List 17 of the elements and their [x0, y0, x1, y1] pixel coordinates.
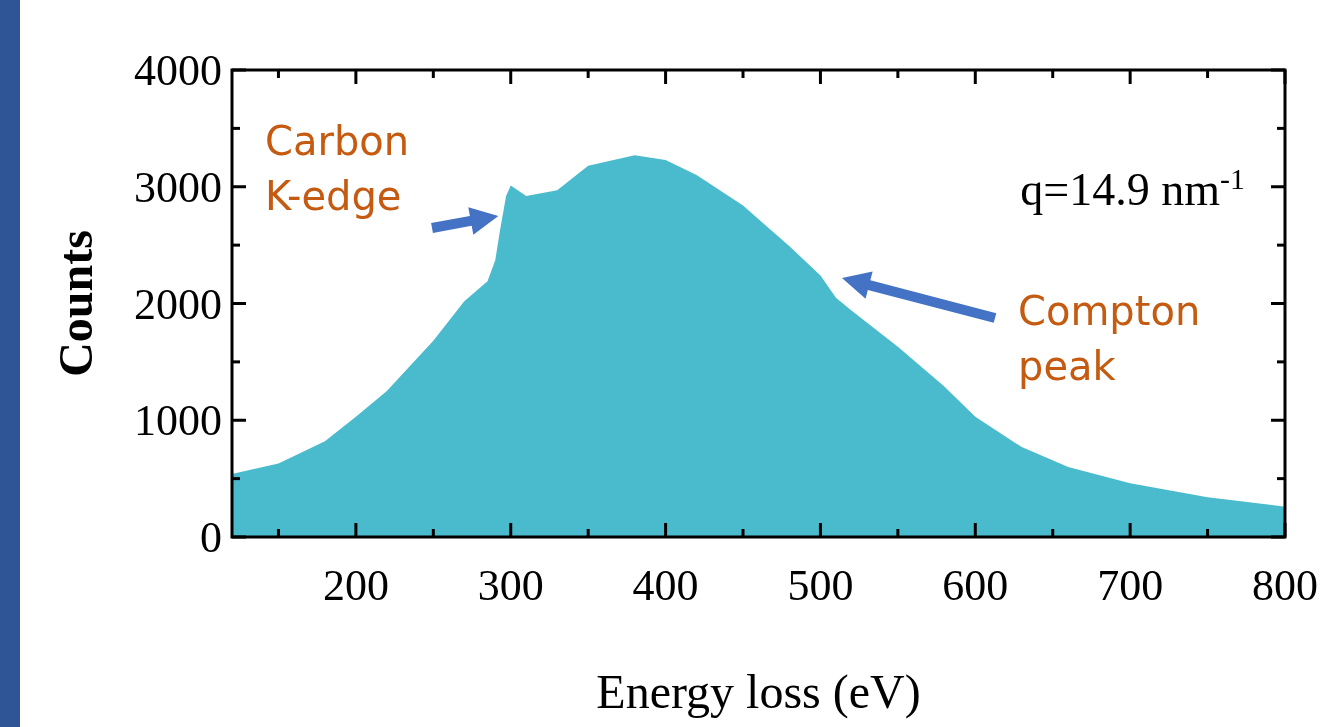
x-tick-label: 500	[787, 561, 854, 610]
x-tick-label: 200	[322, 561, 389, 610]
annotation: Compton peak	[1018, 288, 1201, 389]
y-tick-label: 2000	[134, 279, 222, 329]
y-tick-label: 3000	[134, 162, 222, 212]
x-axis-title: Energy loss (eV)	[596, 665, 921, 719]
y-tick-label: 1000	[134, 396, 222, 446]
y-axis-title: Counts	[49, 230, 102, 377]
annotation: q=14.9 nm$^{-1}$	[1020, 161, 1245, 215]
y-tick-label: 0	[200, 513, 222, 562]
annotation: Carbon K-edge	[265, 118, 410, 219]
x-tick-label: 600	[942, 561, 1009, 610]
x-tick-label: 300	[477, 561, 544, 610]
x-tick-label: 800	[1252, 561, 1318, 610]
y-tick-label: 4000	[134, 46, 222, 95]
x-tick-label: 700	[1097, 561, 1164, 610]
x-tick-label: 400	[632, 561, 699, 610]
